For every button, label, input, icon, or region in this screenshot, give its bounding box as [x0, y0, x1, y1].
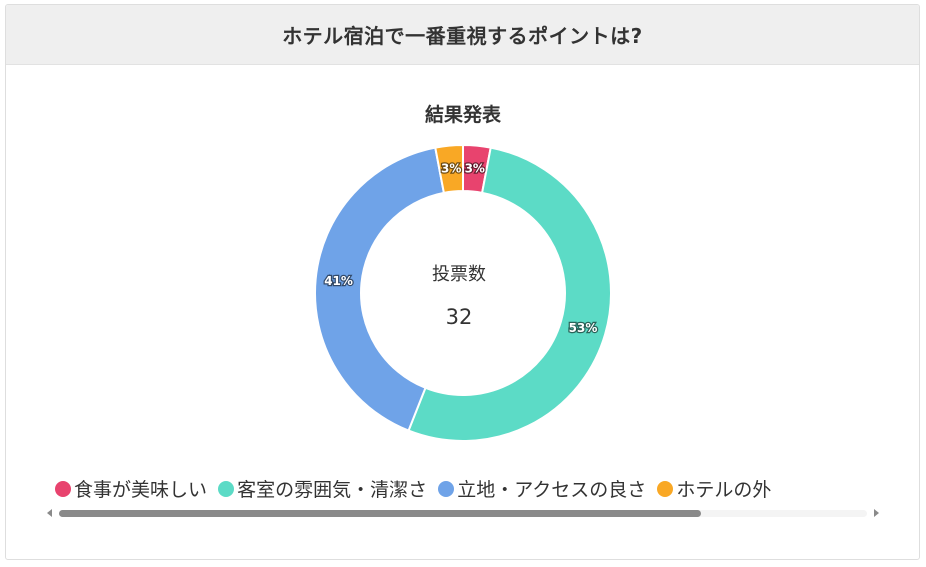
donut-slice-labels: 3% 53% 41% 3% [323, 160, 599, 336]
slice-location[interactable] [314, 146, 446, 432]
legend-dot-room [218, 480, 235, 497]
chevron-left-icon[interactable] [47, 509, 52, 517]
legend-label-exterior: ホテルの外 [676, 479, 772, 501]
legend-label-food: 食事が美味しい [74, 479, 208, 501]
legend-dot-exterior [657, 480, 674, 497]
poll-question: ホテル宿泊で一番重視するポイントは? [282, 24, 643, 48]
slice-label-exterior: 3% [441, 162, 461, 176]
poll-header: ホテル宿泊で一番重視するポイントは? [6, 5, 919, 65]
legend-item-food[interactable]: 食事が美味しい [55, 475, 207, 502]
legend-label-location: 立地・アクセスの良さ [457, 479, 647, 501]
legend-dot-food [55, 480, 71, 497]
vote-count-value: 32 [445, 305, 473, 329]
poll-card: ホテル宿泊で一番重視するポイントは? [5, 4, 920, 560]
chevron-right-icon[interactable] [874, 509, 879, 517]
vote-count-label: 投票数 [432, 264, 486, 285]
slice-label-room: 53% [569, 321, 598, 335]
legend-dot-location [438, 480, 455, 497]
legend-item-exterior[interactable]: ホテルの外 [657, 475, 771, 502]
chart-title: 結果発表 [424, 104, 501, 126]
slice-label-food: 3% [465, 162, 485, 176]
legend-item-location[interactable]: 立地・アクセスの良さ [438, 475, 646, 502]
legend-item-room[interactable]: 客室の雰囲気・清潔さ [218, 475, 427, 502]
slice-exterior[interactable] [434, 143, 464, 194]
legend-scrollbar[interactable] [45, 506, 881, 520]
legend-label-room: 客室の雰囲気・清潔さ [237, 479, 428, 501]
scrollbar-thumb[interactable] [59, 510, 701, 517]
slice-room[interactable] [407, 146, 612, 442]
donut-slices [314, 143, 612, 442]
slice-label-location: 41% [324, 274, 353, 288]
chart-legend[interactable]: 食事が美味しい 客室の雰囲気・清潔さ 立地・アクセスの良さ ホテルの外 [55, 475, 880, 505]
